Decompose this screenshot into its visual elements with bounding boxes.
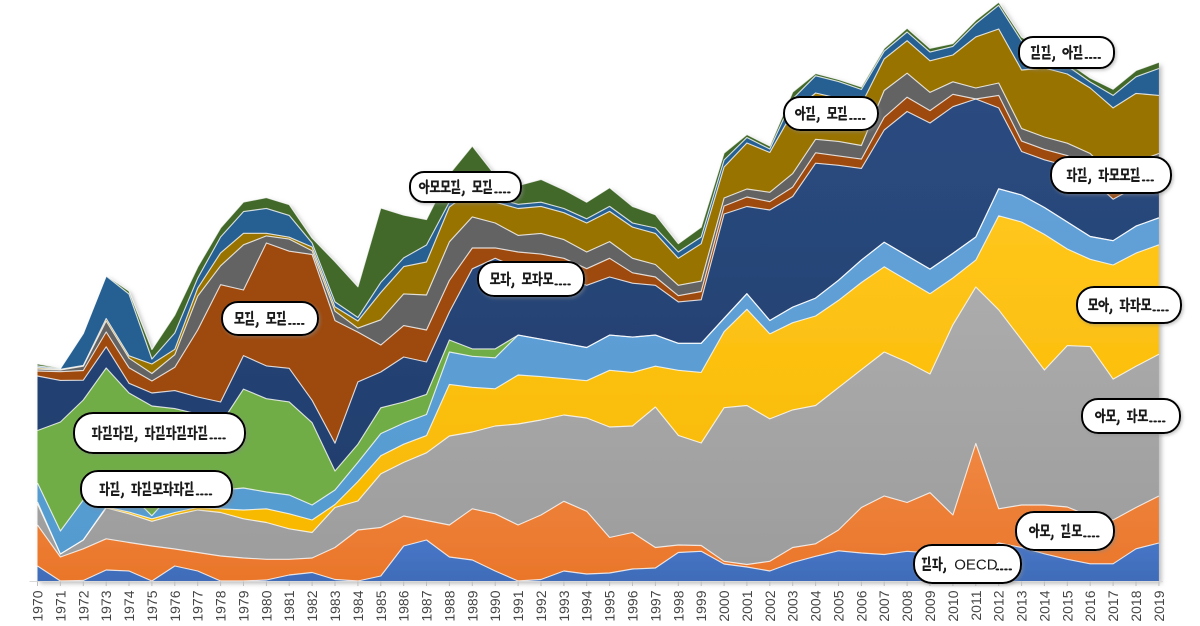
svg-text:1982: 1982 [304, 590, 320, 621]
svg-text:1996: 1996 [625, 590, 641, 621]
svg-text:2004: 2004 [808, 590, 824, 621]
svg-text:2009: 2009 [922, 590, 938, 621]
svg-text:2007: 2007 [876, 590, 892, 621]
svg-text:1983: 1983 [327, 590, 343, 621]
svg-text:1974: 1974 [121, 590, 137, 621]
svg-text:1984: 1984 [350, 590, 366, 621]
svg-text:1973: 1973 [98, 590, 114, 621]
svg-text:1970: 1970 [30, 590, 46, 621]
svg-text:2014: 2014 [1036, 590, 1052, 621]
svg-text:1985: 1985 [373, 590, 389, 621]
svg-text:1991: 1991 [510, 590, 526, 621]
svg-text:2016: 2016 [1082, 590, 1098, 621]
svg-text:1993: 1993 [556, 590, 572, 621]
svg-text:1976: 1976 [167, 590, 183, 621]
svg-text:1975: 1975 [144, 590, 160, 621]
svg-text:1986: 1986 [396, 590, 412, 621]
svg-text:1997: 1997 [647, 590, 663, 621]
svg-text:OECD: OECD [954, 557, 998, 574]
svg-text:2017: 2017 [1105, 590, 1121, 621]
svg-text:2019: 2019 [1151, 590, 1167, 621]
svg-text:1999: 1999 [693, 590, 709, 621]
svg-text:1990: 1990 [487, 590, 503, 621]
svg-text:1998: 1998 [670, 590, 686, 621]
svg-text:1977: 1977 [190, 590, 206, 621]
svg-text:2008: 2008 [899, 590, 915, 621]
svg-text:2005: 2005 [831, 590, 847, 621]
svg-text:1980: 1980 [258, 590, 274, 621]
svg-text:1979: 1979 [236, 590, 252, 621]
svg-text:2012: 2012 [991, 590, 1007, 621]
svg-text:1988: 1988 [441, 590, 457, 621]
svg-text:2000: 2000 [716, 590, 732, 621]
svg-text:2006: 2006 [853, 590, 869, 621]
svg-text:2001: 2001 [739, 590, 755, 621]
svg-text:2003: 2003 [785, 590, 801, 621]
svg-text:2018: 2018 [1128, 590, 1144, 621]
svg-text:2015: 2015 [1059, 590, 1075, 621]
svg-text:1972: 1972 [75, 590, 91, 621]
svg-text:1995: 1995 [602, 590, 618, 621]
svg-text:1994: 1994 [579, 590, 595, 621]
svg-text:2013: 2013 [1014, 590, 1030, 621]
svg-text:2002: 2002 [762, 590, 778, 621]
svg-text:1981: 1981 [281, 590, 297, 621]
svg-text:2011: 2011 [968, 590, 984, 620]
svg-text:1971: 1971 [52, 590, 68, 621]
svg-text:1978: 1978 [213, 590, 229, 621]
svg-text:1989: 1989 [464, 590, 480, 621]
svg-text:1987: 1987 [419, 590, 435, 621]
svg-text:1992: 1992 [533, 590, 549, 621]
svg-text:2010: 2010 [945, 590, 961, 621]
